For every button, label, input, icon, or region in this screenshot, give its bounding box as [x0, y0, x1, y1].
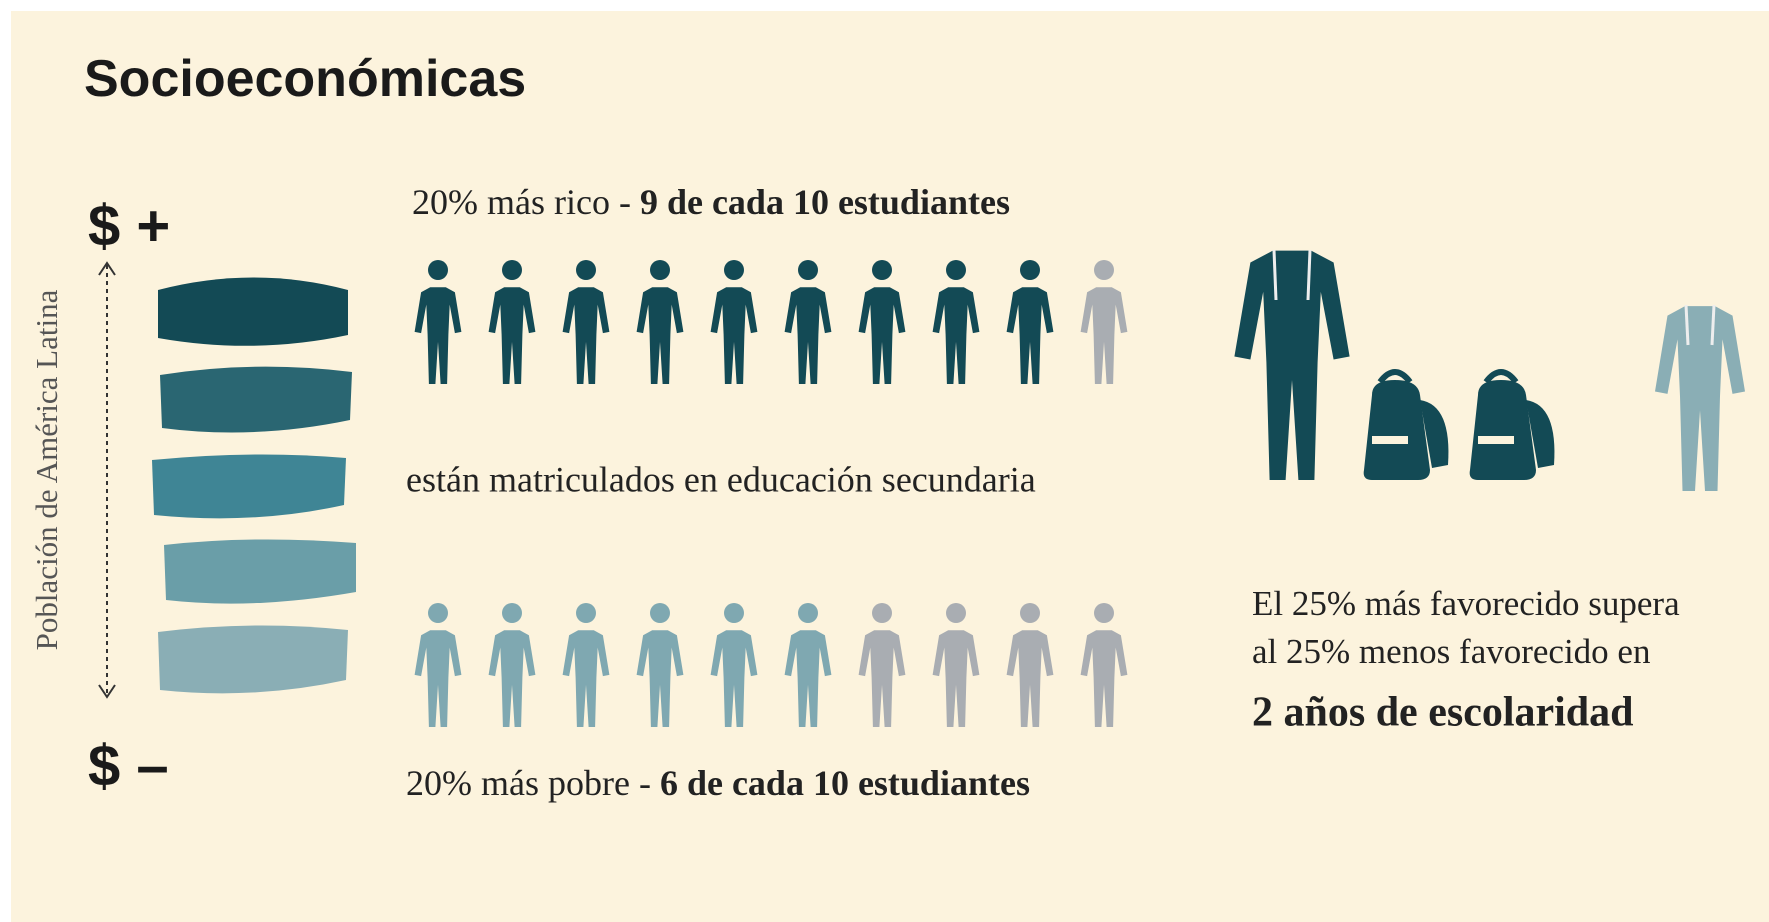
student-icon — [636, 260, 684, 384]
right-text-bold: 2 años de escolaridad — [1252, 690, 1634, 736]
backpack — [1363, 369, 1449, 480]
student-icon — [710, 603, 758, 727]
arrow — [98, 261, 116, 699]
student-icon — [858, 260, 906, 384]
small-student — [1655, 304, 1745, 491]
middle-text: están matriculados en educación secundar… — [406, 459, 1036, 499]
rich-bold: 9 de cada 10 estudiantes — [640, 182, 1010, 222]
poor-label: 20% más pobre - 6 de cada 10 estudiantes — [406, 763, 1030, 803]
bottom-marker: $ – — [88, 733, 169, 798]
student-icon — [932, 260, 980, 384]
student-icon — [488, 603, 536, 727]
student-icon — [562, 603, 610, 727]
student-icon — [1006, 603, 1054, 727]
student-icon — [932, 603, 980, 727]
rich-label: 20% más rico - 9 de cada 10 estudiantes — [412, 182, 1010, 222]
student-icon — [1080, 260, 1128, 384]
student-icon — [710, 260, 758, 384]
big-student — [1234, 249, 1350, 480]
backpack — [1469, 369, 1555, 480]
title: Socioeconómicas — [84, 50, 526, 108]
student-icon — [1006, 260, 1054, 384]
icon-rows — [414, 260, 1128, 727]
student-icon — [1080, 603, 1128, 727]
right-text-line: El 25% más favorecido supera — [1252, 584, 1680, 623]
student-icon — [858, 603, 906, 727]
poor-bold: 6 de cada 10 estudiantes — [660, 763, 1030, 803]
student-icon — [784, 260, 832, 384]
right-text-line: al 25% menos favorecido en — [1252, 632, 1650, 671]
rich-prefix: 20% más rico - — [412, 182, 640, 222]
population-stack — [152, 277, 356, 694]
student-icon — [784, 603, 832, 727]
student-icon — [636, 603, 684, 727]
top-marker: $ + — [88, 193, 170, 258]
axis-label: Población de América Latina — [29, 289, 64, 650]
poor-prefix: 20% más pobre - — [406, 763, 660, 803]
student-icon — [414, 260, 462, 384]
student-icon — [488, 260, 536, 384]
student-icon — [414, 603, 462, 727]
student-icon — [562, 260, 610, 384]
